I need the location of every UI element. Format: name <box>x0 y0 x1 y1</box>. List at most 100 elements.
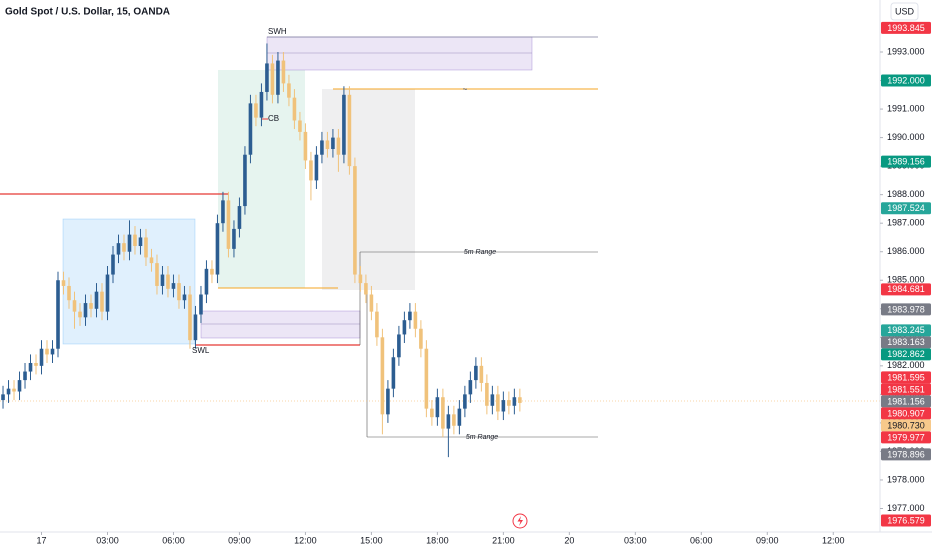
price-tag-label: 1980.907 <box>887 408 925 418</box>
price-tag <box>881 303 931 316</box>
candle-body <box>320 140 324 155</box>
y-tick-label: 1978.000 <box>887 474 925 484</box>
price-tag-label: 1987.524 <box>887 203 925 213</box>
candle-body <box>490 394 495 406</box>
candle-body <box>419 328 423 349</box>
price-tag-label: 1993.845 <box>887 23 925 33</box>
candle-body <box>501 400 506 412</box>
candle-body <box>226 200 231 249</box>
y-tick-label: 1982.000 <box>887 360 925 370</box>
candle-body <box>276 60 280 95</box>
candle-body <box>518 397 522 403</box>
candle-body <box>188 294 192 341</box>
price-tag <box>881 324 931 337</box>
y-tick-label: 1987.000 <box>887 218 925 228</box>
x-tick-label: 17 <box>37 535 47 545</box>
y-tick-label: 1990.000 <box>887 132 925 142</box>
price-tag <box>881 348 931 361</box>
price-tag <box>881 202 931 215</box>
x-tick-label: 06:00 <box>162 535 185 545</box>
candle-body <box>364 283 368 295</box>
candle-body <box>468 380 473 395</box>
candle-body <box>331 137 335 150</box>
candle-body <box>243 154 247 207</box>
candle-body <box>149 257 154 264</box>
x-tick-label: 21:00 <box>492 535 515 545</box>
candle-body <box>347 94 352 167</box>
candle-body <box>160 274 165 286</box>
chart-title: Gold Spot / U.S. Dollar, 15, OANDA <box>5 7 170 18</box>
candle-body <box>259 91 264 118</box>
price-tag-label: 1978.896 <box>887 449 925 459</box>
candle-body <box>298 120 302 132</box>
candle-body <box>67 285 71 301</box>
candle-body <box>463 394 467 409</box>
currency-label[interactable]: USD <box>895 6 915 16</box>
x-tick-label: 03:00 <box>624 535 647 545</box>
axes: 1977.0001978.0001979.0001980.0001981.000… <box>37 21 931 545</box>
candle-body <box>237 206 242 229</box>
price-tag <box>881 74 931 87</box>
candle-body <box>171 283 176 289</box>
annotation: 5m Range <box>466 434 498 441</box>
x-tick-label: 15:00 <box>360 535 383 545</box>
candle-body <box>23 371 27 381</box>
candle-body <box>61 280 66 286</box>
candle-body <box>325 140 330 150</box>
x-tick-label: 03:00 <box>96 535 119 545</box>
candle-body <box>309 160 313 181</box>
y-tick-label: 1993.000 <box>887 46 925 56</box>
candles <box>1 43 522 458</box>
x-tick-label: 06:00 <box>690 535 713 545</box>
candle-body <box>314 154 319 181</box>
candle-body <box>254 103 258 118</box>
candle-body <box>28 362 33 372</box>
candle-body <box>485 382 489 406</box>
price-tag <box>881 407 931 420</box>
candle-body <box>369 294 374 312</box>
candle-body <box>127 234 132 252</box>
candle-body <box>353 166 357 275</box>
candle-body <box>386 388 390 415</box>
candle-body <box>1 394 5 401</box>
y-tick-label: 1985.000 <box>887 275 925 285</box>
candle-body <box>270 63 275 95</box>
annotation: ~ <box>463 85 468 94</box>
price-tag-label: 1979.977 <box>887 432 925 442</box>
candle-body <box>215 223 220 275</box>
candle-body <box>182 294 187 301</box>
x-tick-label: 09:00 <box>228 535 251 545</box>
candle-body <box>6 388 11 395</box>
price-tag-label: 1983.163 <box>887 337 925 347</box>
price-tag <box>881 371 931 384</box>
candle-body <box>100 291 104 312</box>
candle-body <box>232 228 236 249</box>
price-tag <box>881 21 931 34</box>
candle-body <box>12 388 16 392</box>
candle-body <box>50 348 55 355</box>
candle-body <box>17 380 22 392</box>
price-tag-label: 1981.156 <box>887 396 925 406</box>
candle-body <box>413 311 418 329</box>
candle-body <box>199 294 203 315</box>
candle-body <box>78 311 82 318</box>
candle-body <box>358 274 363 284</box>
x-tick-label: 12:00 <box>294 535 317 545</box>
candle-body <box>474 365 478 381</box>
candle-body <box>391 357 396 389</box>
candle-body <box>336 137 341 155</box>
x-tick-label: 18:00 <box>426 535 449 545</box>
candle-body <box>89 303 93 309</box>
price-tag <box>881 283 931 296</box>
candle-body <box>457 408 462 426</box>
candle-body <box>402 320 407 335</box>
candle-body <box>397 334 401 358</box>
candle-body <box>116 243 121 255</box>
candle-body <box>94 291 99 309</box>
currency-button[interactable] <box>890 2 919 21</box>
candle-body <box>111 254 115 275</box>
candle-body <box>342 94 346 155</box>
candle-body <box>166 274 170 289</box>
price-tag <box>881 448 931 461</box>
candle-body <box>155 263 159 286</box>
